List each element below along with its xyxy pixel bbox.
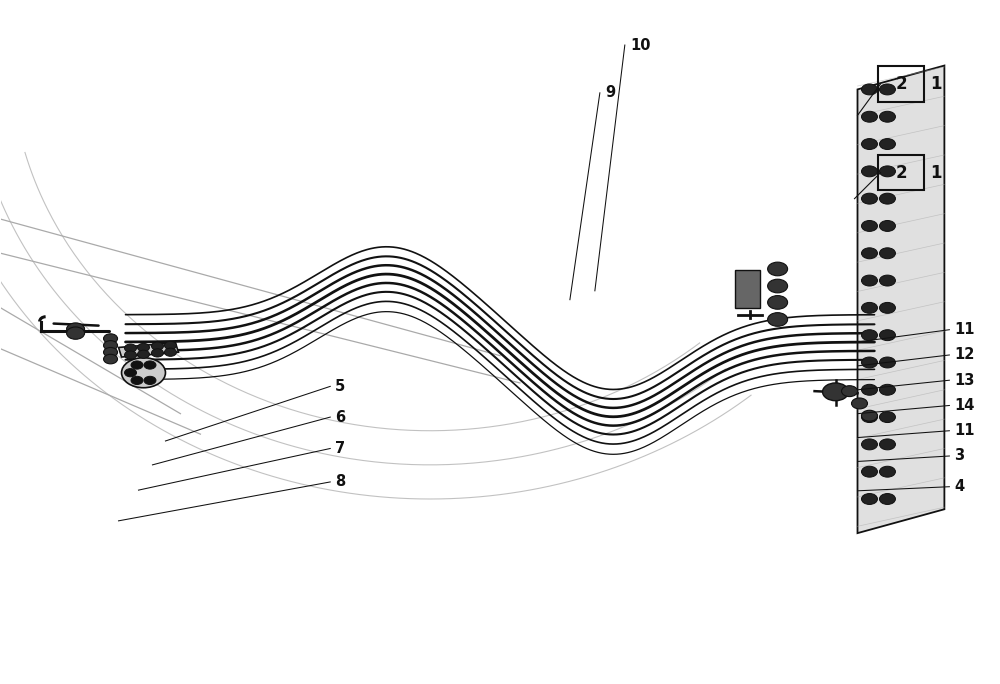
Circle shape <box>122 358 165 388</box>
Text: 6: 6 <box>335 410 345 425</box>
Circle shape <box>861 275 877 286</box>
Text: 10: 10 <box>630 38 650 53</box>
Circle shape <box>879 139 895 150</box>
Circle shape <box>125 369 137 377</box>
Text: 7: 7 <box>335 441 345 456</box>
Circle shape <box>104 354 118 364</box>
Text: 5: 5 <box>335 379 345 394</box>
Circle shape <box>151 349 163 357</box>
Circle shape <box>879 412 895 423</box>
Circle shape <box>823 383 849 401</box>
Circle shape <box>879 193 895 204</box>
Circle shape <box>879 439 895 450</box>
Circle shape <box>861 193 877 204</box>
Polygon shape <box>858 66 944 533</box>
Circle shape <box>131 361 143 369</box>
Circle shape <box>144 361 156 369</box>
Circle shape <box>879 275 895 286</box>
Circle shape <box>151 342 163 350</box>
Circle shape <box>842 386 858 397</box>
Circle shape <box>861 84 877 95</box>
Circle shape <box>861 494 877 505</box>
Text: 3: 3 <box>954 449 964 464</box>
Text: 13: 13 <box>954 373 975 388</box>
Circle shape <box>861 302 877 313</box>
Circle shape <box>879 330 895 341</box>
Circle shape <box>879 166 895 176</box>
Text: 11: 11 <box>954 322 975 337</box>
Circle shape <box>861 439 877 450</box>
Text: 2: 2 <box>896 75 907 93</box>
Circle shape <box>861 410 877 421</box>
Circle shape <box>768 279 788 293</box>
Circle shape <box>861 111 877 122</box>
Circle shape <box>125 344 137 352</box>
Circle shape <box>138 343 149 352</box>
Circle shape <box>104 347 118 357</box>
Circle shape <box>861 384 877 395</box>
Circle shape <box>879 84 895 95</box>
Circle shape <box>138 350 149 358</box>
Circle shape <box>125 351 137 359</box>
Circle shape <box>879 111 895 122</box>
Circle shape <box>861 412 877 423</box>
Circle shape <box>164 341 176 350</box>
Circle shape <box>852 398 867 409</box>
Text: 12: 12 <box>954 347 975 363</box>
Circle shape <box>879 302 895 313</box>
Circle shape <box>104 341 118 350</box>
Text: 1: 1 <box>930 163 942 182</box>
Polygon shape <box>119 343 178 357</box>
Circle shape <box>861 139 877 150</box>
Circle shape <box>164 348 176 356</box>
Circle shape <box>768 262 788 276</box>
Circle shape <box>144 376 156 384</box>
Circle shape <box>131 376 143 384</box>
Circle shape <box>104 334 118 343</box>
Circle shape <box>879 494 895 505</box>
Circle shape <box>879 248 895 259</box>
Text: 4: 4 <box>954 479 964 495</box>
Bar <box>735 270 760 308</box>
Circle shape <box>879 466 895 477</box>
Text: 14: 14 <box>954 398 975 413</box>
Circle shape <box>67 327 85 339</box>
Circle shape <box>861 166 877 176</box>
Circle shape <box>861 466 877 477</box>
Circle shape <box>768 295 788 309</box>
Circle shape <box>879 357 895 368</box>
Circle shape <box>861 248 877 259</box>
Circle shape <box>861 357 877 368</box>
Circle shape <box>861 220 877 231</box>
Circle shape <box>879 384 895 395</box>
Text: 11: 11 <box>954 423 975 438</box>
Circle shape <box>879 220 895 231</box>
Circle shape <box>768 313 788 326</box>
Text: 8: 8 <box>335 475 345 490</box>
Text: 9: 9 <box>605 86 615 101</box>
Text: 2: 2 <box>896 163 907 182</box>
Circle shape <box>67 323 85 335</box>
Circle shape <box>861 330 877 341</box>
Text: 1: 1 <box>930 75 942 93</box>
